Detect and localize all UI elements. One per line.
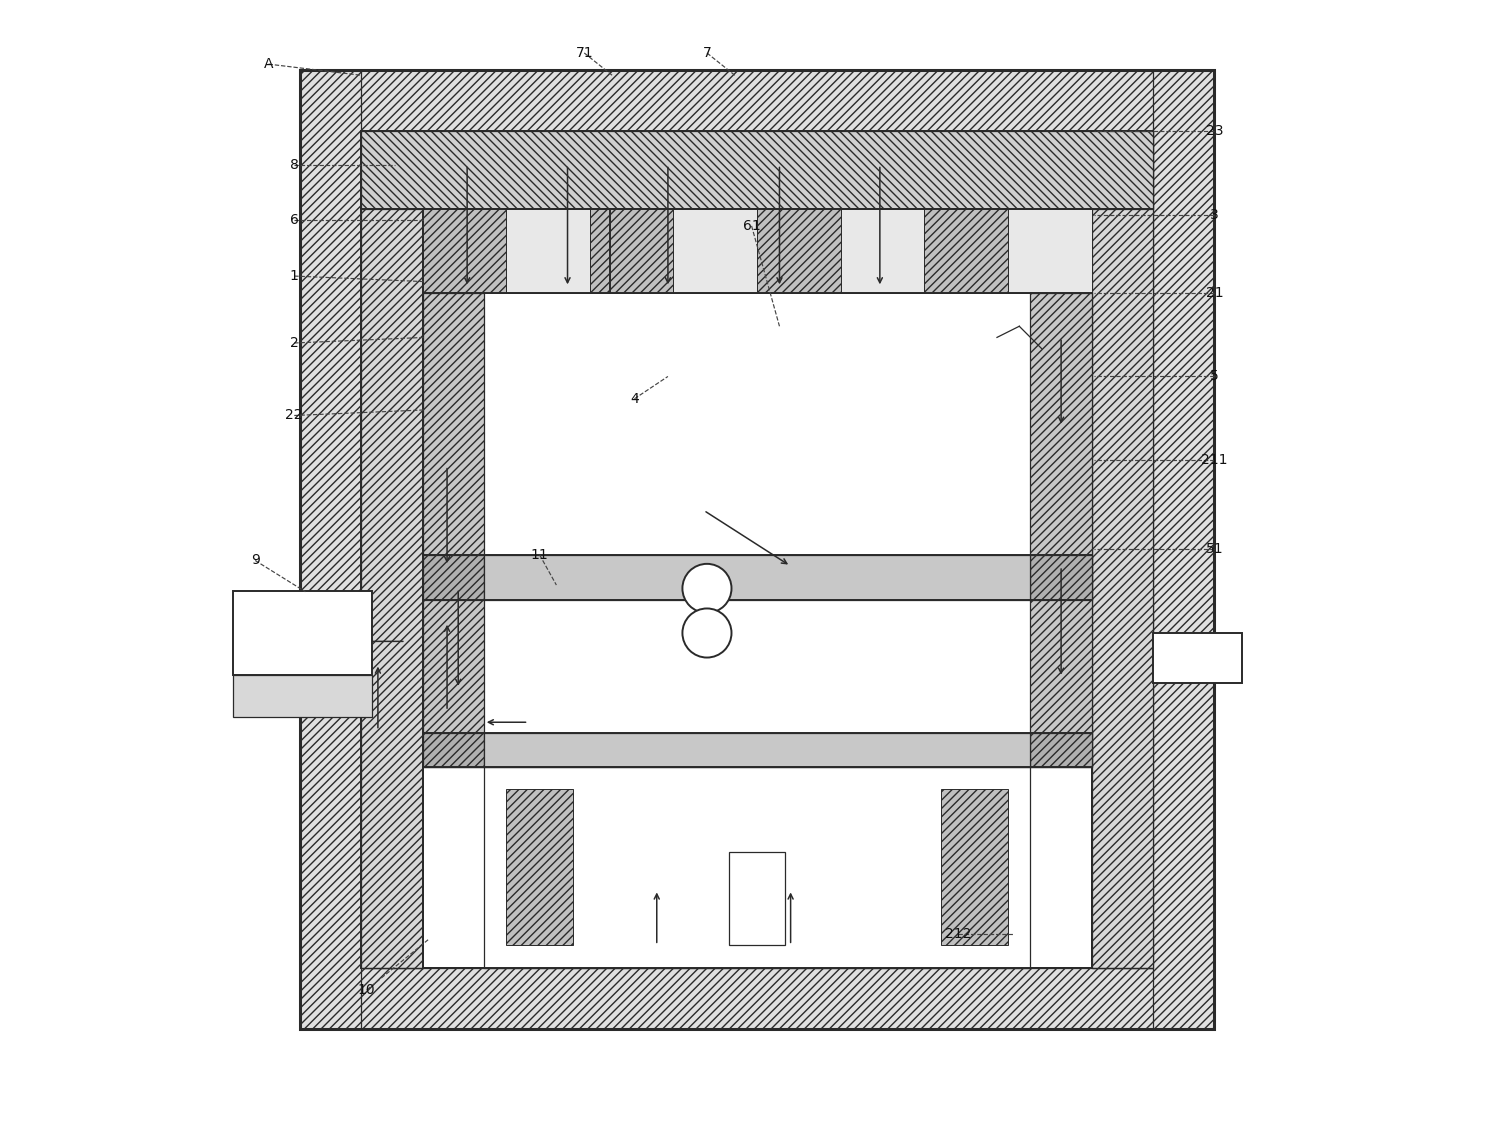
Text: 1: 1	[289, 269, 298, 284]
Bar	[361, 131, 1153, 967]
Text: 9: 9	[251, 554, 260, 567]
Text: 23: 23	[1206, 124, 1223, 138]
Bar	[233, 675, 373, 716]
Bar	[422, 210, 506, 293]
Bar	[756, 210, 841, 293]
Text: 21: 21	[1206, 286, 1223, 299]
Bar	[730, 852, 785, 945]
Text: 22: 22	[285, 408, 303, 423]
Text: 211: 211	[1201, 453, 1228, 467]
Bar	[1153, 70, 1214, 1029]
Bar	[841, 210, 925, 293]
Text: 71: 71	[576, 46, 594, 59]
Bar	[1092, 131, 1153, 967]
Bar	[483, 733, 1031, 767]
Bar	[300, 967, 1214, 1029]
Bar	[506, 789, 573, 945]
Text: 2: 2	[289, 336, 298, 350]
Bar	[300, 70, 361, 1029]
Bar	[1031, 733, 1092, 767]
Bar	[1153, 633, 1243, 683]
Bar	[483, 555, 1031, 600]
Bar	[1031, 293, 1092, 767]
Text: 11: 11	[531, 548, 549, 562]
Bar	[1031, 555, 1092, 600]
Text: 4: 4	[630, 391, 639, 406]
Bar	[361, 131, 422, 967]
Text: A: A	[264, 57, 273, 71]
Bar	[1009, 210, 1092, 293]
Text: 61: 61	[743, 219, 761, 233]
Text: 7: 7	[703, 46, 712, 59]
Bar	[422, 293, 483, 767]
Bar	[506, 210, 589, 293]
Bar	[941, 789, 1009, 945]
Bar	[361, 131, 1153, 210]
Bar	[422, 555, 483, 600]
Text: 212: 212	[944, 927, 971, 942]
Bar	[589, 210, 673, 293]
Bar	[673, 210, 756, 293]
Circle shape	[682, 609, 731, 658]
Bar	[483, 767, 1031, 967]
Bar	[300, 70, 1214, 131]
Text: 8: 8	[289, 158, 298, 172]
Text: 3: 3	[1210, 207, 1219, 222]
Text: 51: 51	[1206, 543, 1223, 556]
Bar	[925, 210, 1009, 293]
Text: 10: 10	[358, 983, 376, 997]
Bar	[233, 591, 373, 675]
Bar	[300, 70, 1214, 1029]
Bar	[422, 210, 1092, 967]
Text: 6: 6	[289, 213, 298, 228]
Text: 5: 5	[1210, 370, 1219, 383]
Bar	[422, 733, 483, 767]
Circle shape	[682, 564, 731, 613]
